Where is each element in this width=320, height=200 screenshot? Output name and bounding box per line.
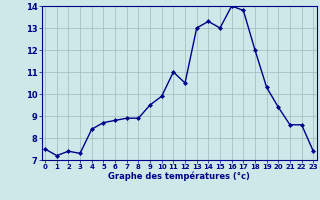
X-axis label: Graphe des températures (°c): Graphe des températures (°c)	[108, 172, 250, 181]
